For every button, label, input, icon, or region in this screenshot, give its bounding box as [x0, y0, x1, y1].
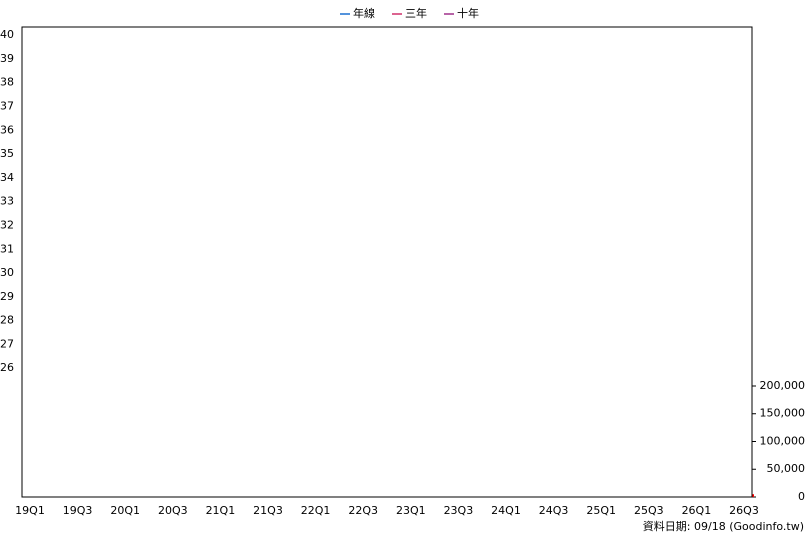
x-tick-label: 23Q3	[444, 504, 474, 517]
plot-frame	[21, 26, 753, 498]
x-tick-label: 24Q1	[491, 504, 521, 517]
x-tick-label: 23Q1	[396, 504, 426, 517]
x-tick-label: 24Q3	[539, 504, 569, 517]
x-tick-label: 21Q1	[206, 504, 236, 517]
x-tick-label: 25Q1	[586, 504, 616, 517]
y2-tick-label: 50,000	[767, 462, 806, 475]
y2-tick-label: 100,000	[760, 434, 806, 447]
y-tick-label: 29	[0, 290, 14, 303]
x-tick-label: 19Q1	[15, 504, 45, 517]
x-tick-label: 25Q3	[634, 504, 664, 517]
y-tick-label: 40	[0, 28, 14, 41]
y-tick-label: 26	[0, 361, 14, 374]
footer: 資料日期: 09/18 (Goodinfo.tw)	[643, 519, 804, 533]
x-tick-label: 20Q1	[110, 504, 140, 517]
x-tick-label: 26Q3	[729, 504, 759, 517]
y-tick-label: 38	[0, 76, 14, 89]
y-tick-label: 34	[0, 171, 14, 184]
legend-label: 十年	[457, 6, 479, 20]
y-tick-label: 37	[0, 99, 14, 112]
y-tick-label: 36	[0, 123, 14, 136]
legend-label: 三年	[405, 6, 427, 20]
x-tick-label: 22Q3	[348, 504, 378, 517]
y-tick-label: 30	[0, 266, 14, 279]
x-tick-label: 20Q3	[158, 504, 188, 517]
x-tick-label: 22Q1	[301, 504, 331, 517]
y2-tick-label: 150,000	[760, 407, 806, 420]
y-tick-label: 27	[0, 337, 14, 350]
y-tick-label: 31	[0, 242, 14, 255]
y-tick-label: 32	[0, 218, 14, 231]
legend-label: 年線	[353, 6, 375, 20]
x-tick-label: 19Q3	[63, 504, 93, 517]
y2-tick-label: 200,000	[760, 379, 806, 392]
y-tick-label: 35	[0, 147, 14, 160]
y-tick-label: 33	[0, 195, 14, 208]
x-tick-label: 26Q1	[682, 504, 712, 517]
x-tick-label: 21Q3	[253, 504, 283, 517]
y-tick-label: 28	[0, 314, 14, 327]
y-tick-label: 39	[0, 52, 14, 65]
legend: 年線 三年 十年	[340, 6, 479, 20]
y2-tick-label: 0	[798, 490, 805, 503]
